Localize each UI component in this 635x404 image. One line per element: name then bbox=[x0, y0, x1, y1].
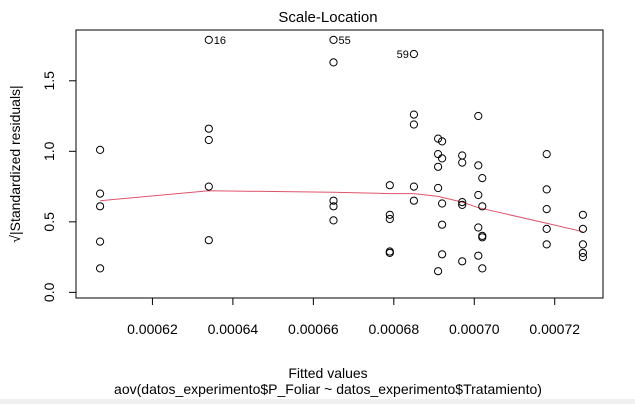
y-axis: 0.0 0.5 1.0 1.5 bbox=[41, 71, 77, 302]
data-point bbox=[434, 150, 443, 159]
y-axis-label: √|Standardized residuals| bbox=[7, 85, 23, 242]
data-point bbox=[478, 202, 487, 211]
data-point bbox=[409, 49, 418, 59]
data-point bbox=[438, 220, 447, 229]
data-point bbox=[474, 111, 483, 121]
y-tick-label: 0.0 bbox=[41, 282, 57, 302]
data-point bbox=[578, 253, 588, 262]
data-point bbox=[542, 185, 551, 194]
x-tick-label: 0.00064 bbox=[208, 321, 259, 337]
data-point bbox=[458, 198, 467, 207]
data-point bbox=[478, 174, 487, 183]
data-point bbox=[329, 35, 338, 45]
data-point bbox=[474, 223, 483, 232]
data-point bbox=[542, 240, 551, 249]
data-point bbox=[458, 257, 467, 266]
y-tick-label: 1.0 bbox=[41, 141, 57, 161]
data-point bbox=[474, 251, 483, 260]
x-tick-label: 0.00066 bbox=[288, 321, 339, 337]
data-point bbox=[385, 248, 394, 257]
data-point bbox=[434, 162, 443, 171]
data-point bbox=[478, 233, 487, 242]
data-point bbox=[438, 154, 447, 163]
data-point bbox=[96, 237, 105, 246]
data-point bbox=[409, 120, 418, 129]
x-axis: 0.00062 0.00064 0.00066 0.00068 0.00070 0.000… bbox=[127, 297, 580, 337]
data-point bbox=[96, 189, 105, 198]
data-point bbox=[434, 183, 443, 193]
point-labels-group: 16 55 59 bbox=[214, 35, 409, 61]
point-label: 55 bbox=[338, 35, 350, 47]
data-point bbox=[385, 210, 394, 219]
data-point bbox=[409, 182, 418, 191]
data-point bbox=[542, 150, 551, 159]
data-point bbox=[478, 264, 487, 273]
data-point bbox=[578, 210, 588, 219]
data-point bbox=[204, 135, 213, 145]
x-tick-label: 0.00070 bbox=[449, 321, 500, 337]
smoother-line bbox=[100, 190, 584, 233]
data-point bbox=[542, 224, 551, 233]
data-point bbox=[434, 267, 443, 276]
data-point bbox=[578, 224, 588, 233]
points-group bbox=[96, 35, 588, 276]
data-point bbox=[438, 199, 447, 208]
data-point bbox=[409, 196, 418, 205]
y-tick-label: 1.5 bbox=[41, 71, 57, 91]
data-point bbox=[204, 35, 213, 45]
data-point bbox=[578, 248, 588, 257]
data-point bbox=[542, 205, 551, 214]
data-point bbox=[329, 202, 338, 211]
data-point bbox=[578, 240, 588, 249]
x-axis-label: Fitted values bbox=[288, 365, 367, 381]
data-point bbox=[438, 250, 447, 259]
data-point bbox=[204, 182, 213, 191]
data-point bbox=[96, 145, 105, 154]
data-point bbox=[474, 190, 483, 200]
data-point bbox=[385, 181, 394, 190]
data-point bbox=[458, 158, 467, 167]
data-point bbox=[329, 58, 338, 67]
data-point bbox=[204, 236, 213, 245]
data-point bbox=[329, 196, 338, 205]
data-point bbox=[458, 151, 467, 160]
x-tick-label: 0.00068 bbox=[369, 321, 420, 337]
data-point bbox=[409, 110, 418, 119]
y-tick-label: 0.5 bbox=[41, 212, 57, 232]
chart-title: Scale-Location bbox=[278, 9, 377, 26]
plot-frame bbox=[75, 29, 604, 299]
x-tick-label: 0.00062 bbox=[127, 321, 178, 337]
data-point bbox=[329, 216, 338, 225]
data-point bbox=[96, 264, 105, 273]
x-axis-subtitle: aov(datos_experimento$P_Foliar ~ datos_e… bbox=[114, 381, 542, 397]
point-label: 59 bbox=[397, 49, 409, 61]
point-label: 16 bbox=[214, 35, 226, 47]
data-point bbox=[458, 200, 467, 209]
data-point bbox=[385, 214, 394, 224]
data-point bbox=[96, 202, 105, 211]
x-tick-label: 0.00072 bbox=[529, 321, 580, 337]
data-point bbox=[204, 124, 213, 133]
window-bottom-edge bbox=[0, 399, 635, 404]
data-point bbox=[474, 161, 483, 170]
data-point bbox=[438, 137, 447, 146]
